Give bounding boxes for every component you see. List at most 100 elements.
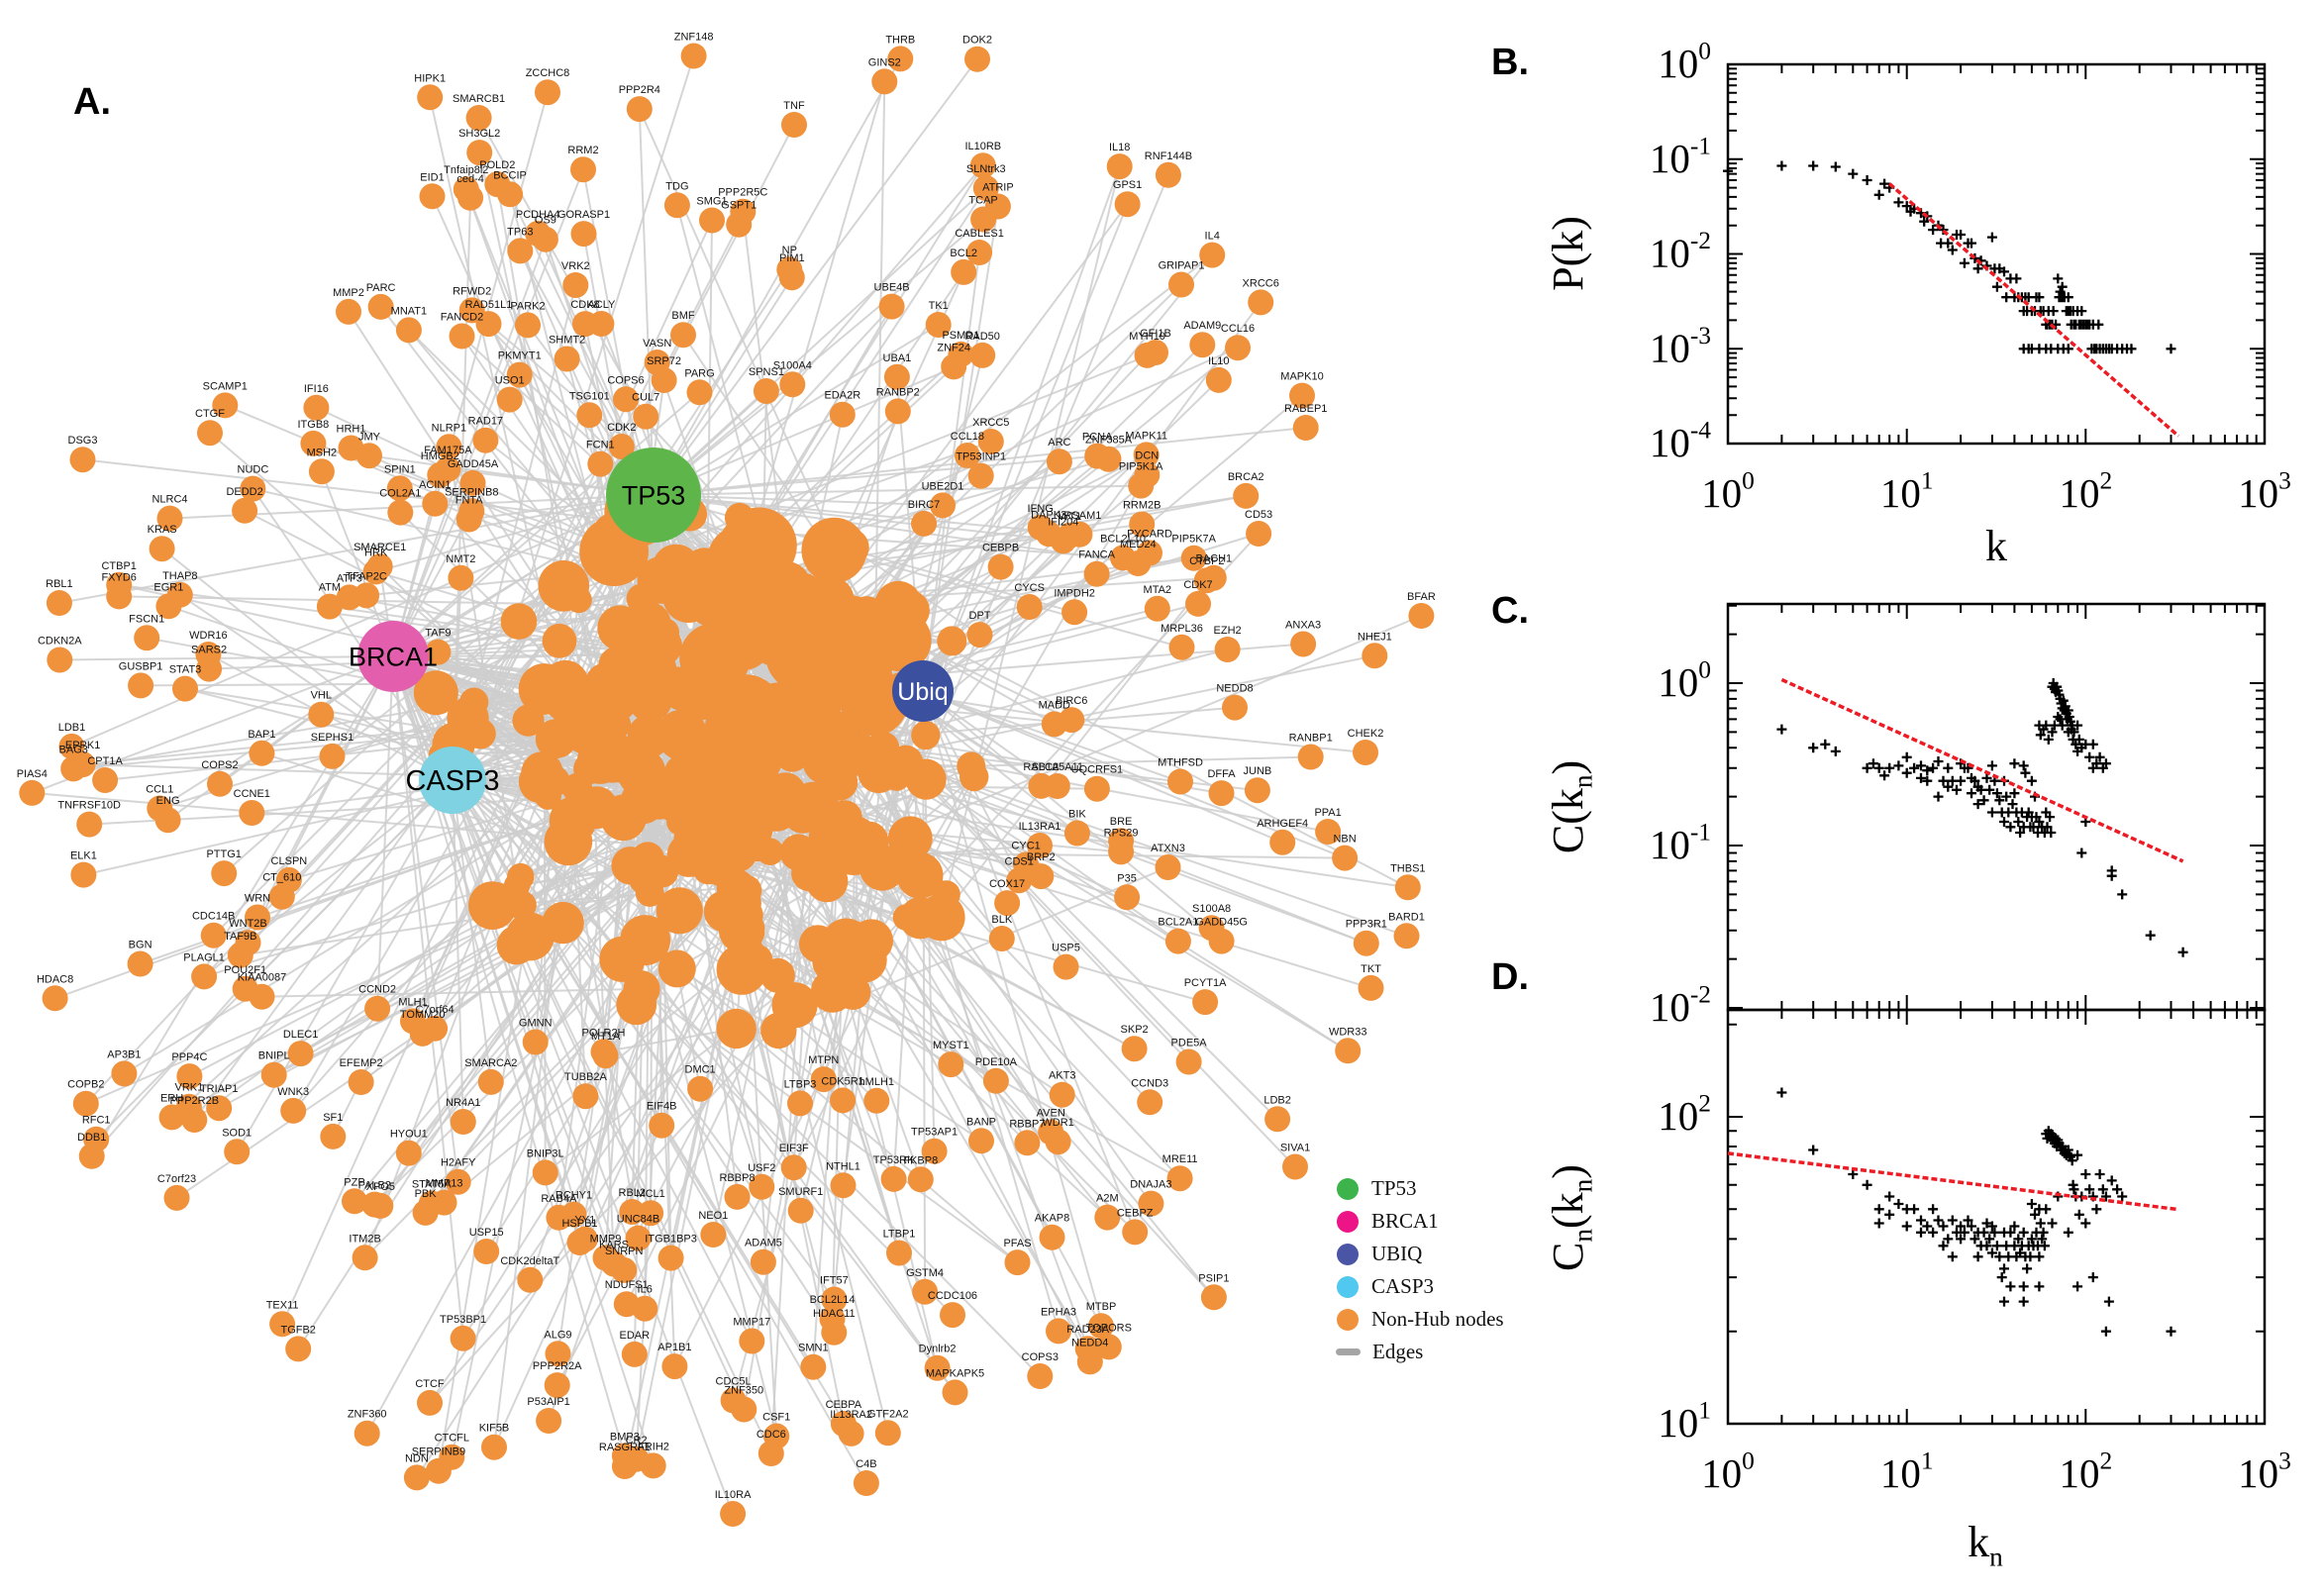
network-node-label: IL13RA1 <box>1019 821 1061 833</box>
network-node-label: TOPORS <box>1086 1322 1132 1334</box>
network-node-label: AKAP8 <box>1035 1213 1069 1225</box>
network-node <box>70 861 97 888</box>
network-node-label: TP53BP1 <box>440 1314 486 1326</box>
network-node-label: PDE10A <box>975 1056 1018 1068</box>
network-node <box>638 1200 664 1227</box>
network-node <box>1180 545 1207 571</box>
network-node-label: RAB4A <box>541 1193 577 1205</box>
network-node <box>884 398 911 425</box>
network-node-label: BCL2L14 <box>810 1294 856 1306</box>
network-node <box>158 1104 185 1131</box>
network-node-label: COPS3 <box>1022 1351 1059 1363</box>
network-node-label: ARC <box>1048 437 1070 449</box>
network-node <box>742 832 772 862</box>
network-node <box>896 851 944 899</box>
network-node <box>1137 1089 1163 1116</box>
network-node-label: SMARCA2 <box>464 1057 517 1069</box>
network-node-label: WNK3 <box>277 1086 309 1098</box>
legend-node-swatch-icon <box>1337 1210 1359 1233</box>
network-node-label: PSMD1 <box>942 330 979 342</box>
network-node <box>212 392 239 419</box>
network-node <box>753 378 779 404</box>
network-node <box>517 1266 544 1293</box>
network-node <box>829 726 860 757</box>
network-node-label: RBBP8 <box>719 1172 755 1184</box>
network-node-label: SLNtrk3 <box>966 163 1006 175</box>
network-edge <box>922 690 1223 943</box>
network-node <box>245 904 270 931</box>
network-node-label: RNF144B <box>1145 150 1192 162</box>
axis-tick-label: 10-2 <box>1650 981 1711 1030</box>
network-node <box>662 570 715 624</box>
network-node <box>544 1372 570 1399</box>
network-node-label: CD53 <box>1245 509 1272 521</box>
network-node-label: MNAT1 <box>391 305 427 317</box>
network-node-label: NR4A1 <box>446 1097 480 1109</box>
network-node <box>450 1325 476 1351</box>
network-node-label: HMGB2 <box>421 450 459 462</box>
network-node <box>1133 442 1160 468</box>
network-node-label: GADD45A <box>448 458 499 470</box>
network-node <box>1076 1348 1103 1375</box>
network-node-label: TKT <box>1361 963 1381 975</box>
network-node <box>46 590 72 616</box>
network-node-label: MMP13 <box>426 1178 463 1190</box>
network-node-label: WRN <box>245 893 270 905</box>
network-edge <box>90 655 394 1157</box>
network-node-label: SRP72 <box>647 355 681 367</box>
legend-label: UBIQ <box>1371 1242 1423 1265</box>
network-node <box>966 622 993 648</box>
legend-label: CASP3 <box>1371 1274 1435 1298</box>
network-node <box>611 1443 638 1469</box>
network-graph: TP53RK KIAA0087 THAP8 CDC14B DSG3 NTHL1 VRK1 CE… <box>17 32 1436 1527</box>
network-node-label: USP5 <box>1052 943 1080 954</box>
network-node-label: C4B <box>856 1458 876 1470</box>
network-node <box>417 1389 443 1416</box>
network-edge <box>653 58 978 496</box>
network-node-label: IL4 <box>1205 231 1220 243</box>
legend-item-tp53: TP53 <box>1337 1172 1504 1205</box>
network-node <box>592 1245 619 1271</box>
network-edge <box>452 779 586 1240</box>
axis-tick-label: 100 <box>1701 467 1755 516</box>
network-node <box>459 469 486 496</box>
network-node <box>417 84 444 111</box>
network-node-label: FNTA <box>455 495 484 507</box>
plot-frame <box>1726 1008 2267 1426</box>
network-node-label: CEBPA <box>826 1399 862 1411</box>
network-node-label: S100A4 <box>773 359 812 371</box>
legend-item-non-hub-nodes: Non-Hub nodes <box>1337 1303 1504 1336</box>
network-node-label: TNF <box>783 100 805 112</box>
network-node-label: FANCA <box>1078 549 1115 561</box>
network-node <box>838 1420 864 1446</box>
network-node <box>156 505 183 532</box>
network-node-label: SERPINB8 <box>445 486 498 498</box>
network-edge <box>392 655 459 1182</box>
network-node-label: BRCA2 <box>1228 471 1264 483</box>
network-node <box>435 455 461 482</box>
network-node <box>570 156 596 183</box>
network-node <box>1155 854 1181 880</box>
network-node <box>874 1420 901 1446</box>
network-node-label: CDK2 <box>607 422 636 434</box>
network-node-label: DSG3 <box>68 435 98 447</box>
network-node-label: ADAM5 <box>745 1238 782 1249</box>
network-node-label: OS9 <box>535 215 556 227</box>
network-node <box>206 1095 233 1122</box>
axis-tick-label: 100 <box>1701 1447 1755 1496</box>
hub-label-brca1: BRCA1 <box>349 642 438 671</box>
network-node-label: SPIN1 <box>384 463 416 475</box>
network-node-label: MYH10 <box>1129 331 1165 343</box>
network-node <box>932 880 960 909</box>
network-node <box>361 1191 388 1218</box>
network-node <box>60 755 87 782</box>
network-node <box>1041 711 1067 738</box>
network-node <box>1208 780 1235 807</box>
network-node <box>1175 1048 1202 1075</box>
network-node-label: A2M <box>1096 1193 1119 1205</box>
network-node <box>1108 839 1135 865</box>
network-node-label: BACH1 <box>1195 553 1232 565</box>
network-node-label: CYCS <box>1014 582 1045 594</box>
network-node <box>625 1225 652 1251</box>
network-node <box>680 43 707 69</box>
